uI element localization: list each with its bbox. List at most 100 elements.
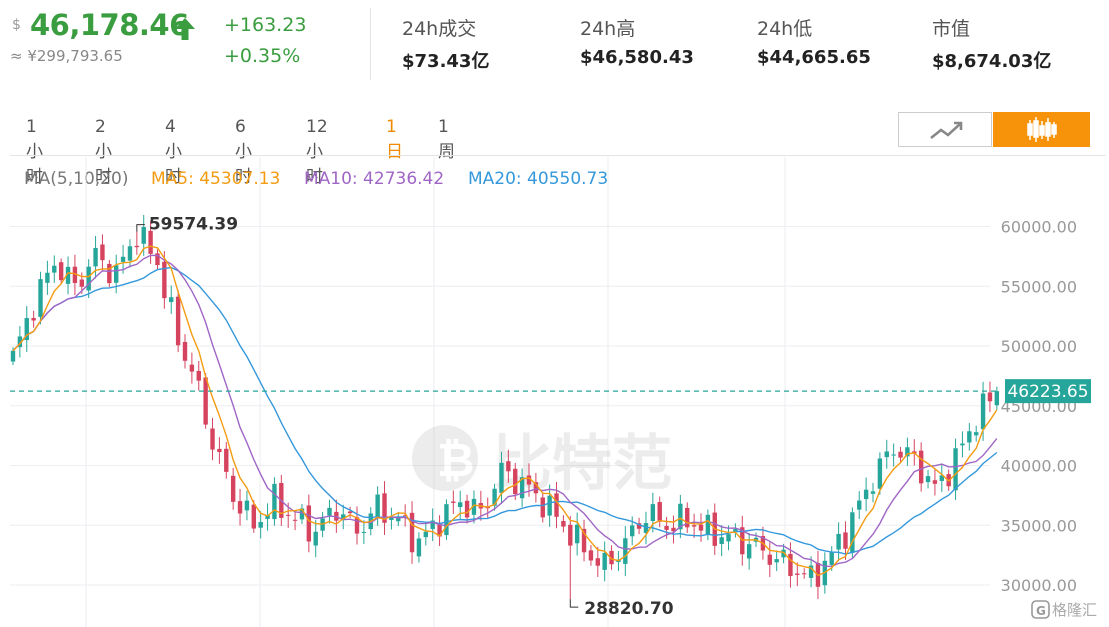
y-tick-label: 35000.00 (1001, 516, 1077, 535)
current-price-tag-label: 46223.65 (1007, 382, 1088, 402)
candle-body (107, 263, 112, 284)
candle-body (581, 528, 587, 553)
candle-body (396, 516, 401, 522)
tab-12h[interactable]: 12小时 (306, 117, 328, 187)
candle-body (416, 538, 422, 557)
candle-body (664, 525, 669, 530)
candle-body (506, 461, 511, 472)
candle-body (671, 527, 676, 532)
candle-body (430, 520, 435, 529)
candle-body (155, 253, 160, 266)
candle-body (836, 533, 841, 550)
candle-body (513, 468, 518, 495)
candle-body (774, 559, 779, 563)
candle-body (636, 523, 642, 529)
annotations: 59574.39 28820.70 46223.65 (10, 215, 1091, 619)
candle-body (203, 377, 208, 425)
candle-body (685, 507, 690, 528)
tab-1d[interactable]: 1日 (386, 117, 403, 162)
candle-body (561, 520, 566, 527)
candle-body (802, 573, 807, 575)
tab-1w[interactable]: 1周 (438, 117, 455, 162)
candle-body (863, 489, 869, 500)
y-tick-label: 55000.00 (1001, 277, 1077, 296)
candle-body (120, 256, 126, 262)
candle-body (45, 272, 50, 283)
candle-body (678, 503, 683, 530)
price-change: +163.23 (224, 14, 307, 36)
high-label: 59574.39 (149, 215, 238, 235)
ma20-legend: MA20: 40550.73 (468, 169, 609, 189)
stat-value-low: $44,665.65 (757, 47, 871, 68)
candle-body (114, 265, 119, 283)
candle-body (492, 488, 497, 506)
stat-label-high: 24h高 (580, 18, 636, 40)
ma-legend-title: MA(5,10,20) (24, 169, 129, 189)
candle-body (891, 454, 896, 456)
ma5-line (12, 245, 998, 577)
candle-body (788, 553, 793, 577)
candle-body (471, 498, 477, 515)
candle-body (437, 524, 442, 537)
candle-body (533, 482, 539, 494)
candle-body (458, 502, 463, 508)
up-arrow-icon (174, 17, 196, 45)
candle-body (547, 495, 552, 516)
candle-body (72, 266, 78, 284)
candle-body (79, 279, 84, 287)
candle-body (691, 525, 697, 527)
stat-label-market-cap: 市值 (932, 18, 971, 40)
candle-body (361, 531, 367, 533)
toolbar-divider (10, 155, 1106, 156)
candle-body (568, 524, 573, 546)
candle-body (574, 524, 580, 544)
candle-body (719, 537, 724, 544)
high-marker (136, 224, 145, 232)
corner-logo-text: 格隆汇 (1052, 601, 1098, 619)
candle-body (230, 475, 236, 502)
candle-body (93, 247, 98, 267)
candle-body (974, 432, 979, 436)
candlestick-button[interactable] (993, 112, 1090, 147)
candle-body (313, 531, 318, 546)
line-chart-button[interactable] (898, 112, 992, 147)
candle-body (354, 517, 360, 534)
tab-6h[interactable]: 6小时 (235, 117, 252, 187)
svg-text:G: G (1036, 604, 1046, 618)
candle-body (306, 505, 312, 542)
candle-body (86, 266, 91, 291)
candle-body (141, 227, 146, 244)
candle-body (705, 514, 711, 535)
candle-body (898, 451, 903, 458)
tab-4h[interactable]: 4小时 (165, 117, 182, 187)
candle-body (175, 296, 181, 346)
candle-body (650, 504, 656, 522)
candle-body (341, 514, 346, 520)
candle-body (24, 318, 29, 341)
candle-body (609, 550, 614, 565)
candle-body (698, 524, 704, 531)
candle-body (127, 246, 133, 261)
candle-body (148, 230, 153, 254)
moving-averages (12, 245, 998, 577)
candle-body (857, 500, 862, 510)
stat-value-market-cap: $8,674.03亿 (932, 51, 1052, 72)
candle-body (272, 483, 277, 520)
corner-logo-icon: G (1031, 600, 1050, 619)
stat-label-volume: 24h成交 (402, 18, 477, 40)
watermark: ₿ 比特范 (412, 425, 672, 499)
candle-body (939, 475, 944, 481)
candle-body (182, 341, 188, 361)
candle-body (375, 494, 380, 518)
tab-2h[interactable]: 2小时 (95, 117, 112, 187)
candle-body (526, 475, 532, 485)
candle-body (258, 522, 263, 528)
candle-body (733, 529, 738, 532)
candle-body (925, 476, 931, 483)
candle-body (389, 517, 394, 520)
line-chart-icon (930, 121, 963, 140)
tab-1h[interactable]: 1小时 (26, 117, 43, 187)
candle-body (980, 393, 986, 430)
candle-body (967, 431, 972, 443)
